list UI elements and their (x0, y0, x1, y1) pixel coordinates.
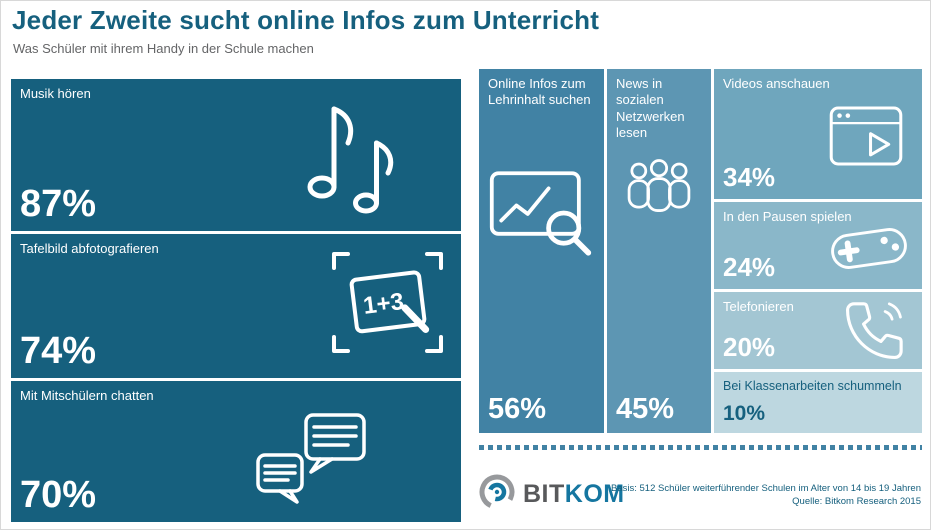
bar-value: 87% (20, 183, 97, 225)
bar-videos-anschauen: Videos anschauen 34% (714, 69, 922, 199)
bar-label: Online Infos zum Lehrinhalt suchen (488, 76, 591, 108)
logo-text-kom: KOM (564, 480, 625, 508)
page-subtitle: Was Schüler mit ihrem Handy in der Schul… (13, 41, 314, 56)
bar-value: 20% (723, 332, 776, 362)
bitkom-logo-text: BITKOM (523, 480, 625, 509)
bar-label: Musik hören (20, 86, 91, 101)
bar-label: Videos anschauen (723, 76, 830, 91)
bar-telefonieren: Telefonieren 20% (714, 292, 922, 369)
bar-value: 70% (20, 474, 97, 516)
bitkom-logo-mark-icon (478, 473, 516, 516)
footer-notes: Basis: 512 Schüler weiterführender Schul… (611, 482, 921, 508)
bar-label: Mit Mitschülern chatten (20, 388, 154, 403)
chalkboard-photo-icon: 1+3 (330, 250, 445, 355)
bar-value: 56% (488, 393, 547, 425)
logo-text-bit: BIT (523, 480, 565, 508)
bar-mit-mitschuelern-chatten: Mit Mitschülern chatten 70% (11, 381, 461, 522)
page-title: Jeder Zweite sucht online Infos zum Unte… (12, 5, 600, 35)
monitor-chart-search-icon (488, 167, 594, 259)
bar-value: 24% (723, 252, 776, 282)
people-group-icon (624, 157, 694, 221)
bar-value: 45% (616, 393, 675, 425)
phone-handset-icon (842, 299, 906, 363)
game-controller-icon (828, 222, 910, 275)
bar-tafelbild-abfotografieren: Tafelbild abfotografieren 74% 1+3 (11, 234, 461, 378)
bar-news-soziale-netzwerke: News in sozialen Netzwerken lesen 45% (607, 69, 711, 433)
bitkom-logo: BITKOM (478, 473, 625, 516)
music-notes-icon (306, 99, 401, 214)
chat-bubbles-icon (254, 411, 369, 511)
bar-label: Bei Klassenarbeiten schummeln (723, 379, 902, 393)
dotted-divider (479, 445, 922, 450)
bar-label: In den Pausen spielen (723, 209, 852, 224)
bar-value: 34% (723, 162, 776, 192)
bar-value: 10% (723, 402, 766, 425)
video-player-icon (828, 105, 904, 167)
bar-label: Telefonieren (723, 299, 794, 314)
bar-klassenarbeiten-schummeln: Bei Klassenarbeiten schummeln 10% (714, 372, 922, 433)
footer-source: Quelle: Bitkom Research 2015 (792, 496, 921, 507)
bar-online-infos-suchen: Online Infos zum Lehrinhalt suchen 56% (479, 69, 604, 433)
bar-in-den-pausen-spielen: In den Pausen spielen 24% (714, 202, 922, 289)
bar-label: News in sozialen Netzwerken lesen (616, 76, 685, 140)
bar-value: 74% (20, 330, 97, 372)
bar-label: Tafelbild abfotografieren (20, 241, 159, 256)
bar-musik-hoeren: Musik hören 87% (11, 79, 461, 231)
footer-basis: Basis: 512 Schüler weiterführender Schul… (611, 483, 921, 494)
chalkboard-text: 1+3 (362, 288, 406, 320)
